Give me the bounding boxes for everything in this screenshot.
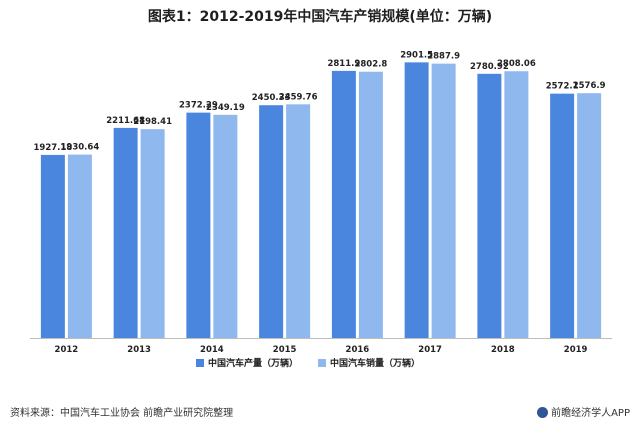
legend-swatch-sales xyxy=(318,359,326,367)
bar-production-2015 xyxy=(259,105,284,338)
data-label-sales-2012: 1930.64 xyxy=(61,143,100,153)
data-label-sales-2017: 2887.9 xyxy=(427,52,460,62)
legend-label-sales: 中国汽车销量（万辆） xyxy=(330,357,420,369)
bar-sales-2019 xyxy=(577,93,602,339)
data-label-sales-2013: 2198.41 xyxy=(133,117,172,127)
bar-production-2012 xyxy=(40,154,65,338)
bar-sales-2018 xyxy=(504,71,529,338)
x-tick-label-2018: 2018 xyxy=(491,345,515,355)
data-label-sales-2015: 2459.76 xyxy=(279,92,318,102)
data-label-sales-2018: 2808.06 xyxy=(497,59,536,69)
brand-logo-icon xyxy=(537,407,549,418)
data-label-production-2012: 1927.18 xyxy=(34,143,73,153)
data-label-production-2019: 2572.1 xyxy=(546,82,579,92)
bar-sales-2013 xyxy=(140,129,165,338)
x-tick-label-2017: 2017 xyxy=(418,345,442,355)
bar-production-2018 xyxy=(477,73,502,339)
data-label-sales-2014: 2349.19 xyxy=(206,103,245,113)
bar-production-2019 xyxy=(550,93,575,338)
bar-sales-2014 xyxy=(213,114,238,338)
x-tick-label-2015: 2015 xyxy=(273,345,297,355)
bar-sales-2012 xyxy=(67,154,92,338)
bar-sales-2017 xyxy=(431,63,456,338)
x-tick-label-2014: 2014 xyxy=(200,345,224,355)
bar-production-2014 xyxy=(186,112,211,338)
data-label-production-2014: 2372.29 xyxy=(179,101,218,111)
chart-title: 图表1：2012-2019年中国汽车产销规模(单位：万辆) xyxy=(147,9,493,25)
bar-production-2017 xyxy=(404,62,429,339)
data-label-production-2017: 2901.5 xyxy=(400,50,433,60)
x-tick-label-2013: 2013 xyxy=(127,345,151,355)
x-tick-label-2012: 2012 xyxy=(55,345,79,355)
brand-name: 前瞻经济学人APP xyxy=(551,408,630,419)
x-tick-label-2016: 2016 xyxy=(346,345,370,355)
bar-production-2013 xyxy=(113,127,138,338)
data-label-sales-2016: 2802.8 xyxy=(354,60,387,70)
brand-mark: 前瞻经济学人APP xyxy=(537,404,630,419)
x-tick-label-2019: 2019 xyxy=(564,345,588,355)
bar-production-2016 xyxy=(331,70,356,338)
data-label-production-2013: 2211.68 xyxy=(106,116,145,126)
source-note: 资料来源：中国汽车工业协会 前瞻产业研究院整理 xyxy=(10,408,234,419)
data-label-production-2015: 2450.33 xyxy=(252,93,291,103)
legend-swatch-production xyxy=(196,359,204,367)
bar-sales-2016 xyxy=(358,71,383,338)
legend-label-production: 中国汽车产量（万辆） xyxy=(208,357,298,369)
bar-sales-2015 xyxy=(286,104,311,338)
data-label-production-2016: 2811.9 xyxy=(327,59,360,69)
data-label-production-2018: 2780.92 xyxy=(470,62,509,72)
data-label-sales-2019: 2576.9 xyxy=(573,81,606,91)
